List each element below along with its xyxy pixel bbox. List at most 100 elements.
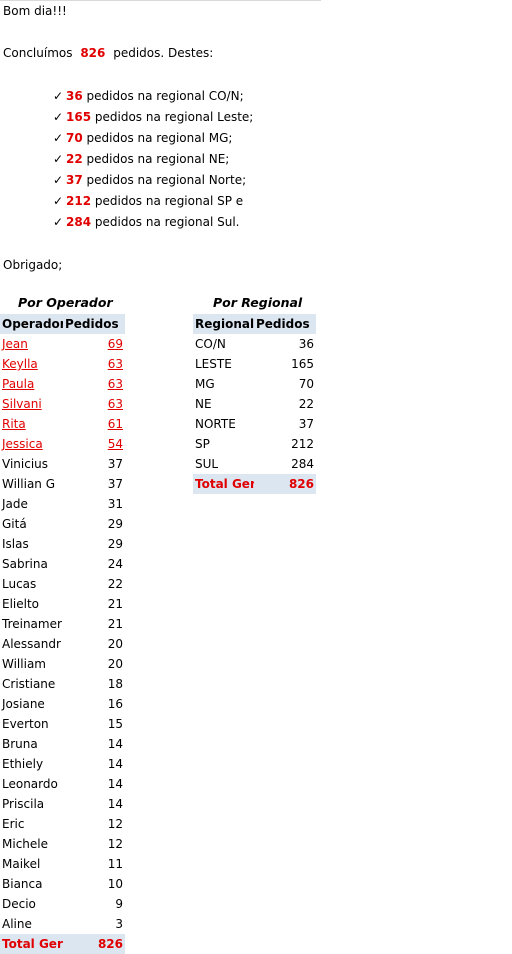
operator-value-cell[interactable]: 31 bbox=[107, 497, 123, 511]
table-row: Cristiane 18 bbox=[0, 674, 125, 694]
operator-name-cell[interactable]: Alessandr bbox=[2, 637, 61, 651]
operator-value-cell[interactable]: 24 bbox=[107, 557, 123, 571]
table-row: Islas 29 bbox=[0, 534, 125, 554]
operator-value-cell[interactable]: 54 bbox=[107, 437, 123, 451]
regional-value-cell[interactable]: 22 bbox=[298, 397, 314, 411]
operator-value-cell[interactable]: 16 bbox=[107, 697, 123, 711]
regional-value-cell[interactable]: 284 bbox=[291, 457, 314, 471]
operator-value-cell[interactable]: 37 bbox=[107, 477, 123, 491]
operator-name-cell[interactable]: Bianca bbox=[2, 877, 43, 891]
operator-name-cell[interactable]: Everton bbox=[2, 717, 49, 731]
operator-value-cell[interactable]: 22 bbox=[107, 577, 123, 591]
top-border bbox=[0, 0, 321, 1]
operator-value-cell[interactable]: 10 bbox=[107, 877, 123, 891]
bullet-value: 165 bbox=[66, 110, 92, 124]
operator-value-cell[interactable]: 3 bbox=[115, 917, 123, 931]
operator-total-label[interactable]: Total Gera bbox=[0, 934, 63, 954]
operator-value-cell[interactable]: 29 bbox=[107, 537, 123, 551]
bullet-text: pedidos na regional Norte; bbox=[86, 173, 247, 187]
operator-value-cell[interactable]: 20 bbox=[107, 657, 123, 671]
operator-value-cell[interactable]: 63 bbox=[107, 377, 123, 391]
operator-name-cell[interactable]: Priscila bbox=[2, 797, 45, 811]
operator-value-cell[interactable]: 21 bbox=[107, 617, 123, 631]
table-row: Leonardo 14 bbox=[0, 774, 125, 794]
regional-name-cell[interactable]: NE bbox=[195, 397, 212, 411]
operator-name-cell[interactable]: Gitá bbox=[2, 517, 27, 531]
operator-name-cell[interactable]: Silvani bbox=[2, 397, 42, 411]
operator-value-cell[interactable]: 14 bbox=[107, 737, 123, 751]
operator-name-cell[interactable]: Keylla bbox=[2, 357, 38, 371]
bullet-item: ✓ 165 pedidos na regional Leste; bbox=[53, 107, 253, 128]
operator-value-cell[interactable]: 29 bbox=[107, 517, 123, 531]
regional-name-cell[interactable]: MG bbox=[195, 377, 215, 391]
operator-name-cell[interactable]: Michele bbox=[2, 837, 48, 851]
operator-name-cell[interactable]: Rita bbox=[2, 417, 26, 431]
operator-name-cell[interactable]: Paula bbox=[2, 377, 35, 391]
regional-header-name[interactable]: Regional bbox=[193, 314, 254, 334]
table-row: SP 212 bbox=[193, 434, 316, 454]
operator-value-cell[interactable]: 14 bbox=[107, 797, 123, 811]
table-row: Priscila 14 bbox=[0, 794, 125, 814]
operator-name-cell[interactable]: William bbox=[2, 657, 46, 671]
regional-name-cell[interactable]: CO/N bbox=[195, 337, 226, 351]
table-row: Everton 15 bbox=[0, 714, 125, 734]
operator-name-cell[interactable]: Jade bbox=[2, 497, 28, 511]
operator-name-cell[interactable]: Aline bbox=[2, 917, 32, 931]
operator-value-cell[interactable]: 37 bbox=[107, 457, 123, 471]
bullet-value: 22 bbox=[66, 152, 83, 166]
operator-name-cell[interactable]: Treinamer bbox=[2, 617, 62, 631]
regional-total-value[interactable]: 826 bbox=[254, 474, 316, 494]
table-row: Ethiely 14 bbox=[0, 754, 125, 774]
operator-name-cell[interactable]: Josiane bbox=[2, 697, 45, 711]
operator-value-cell[interactable]: 63 bbox=[107, 357, 123, 371]
operator-name-cell[interactable]: Willian G bbox=[2, 477, 56, 491]
operator-name-cell[interactable]: Islas bbox=[2, 537, 29, 551]
operator-value-cell[interactable]: 61 bbox=[107, 417, 123, 431]
operator-value-cell[interactable]: 69 bbox=[107, 337, 123, 351]
operator-value-cell[interactable]: 14 bbox=[107, 757, 123, 771]
bullet-text: pedidos na regional Sul. bbox=[94, 215, 240, 229]
regional-total-label[interactable]: Total Gera bbox=[193, 474, 254, 494]
regional-value-cell[interactable]: 70 bbox=[298, 377, 314, 391]
operator-name-cell[interactable]: Cristiane bbox=[2, 677, 56, 691]
regional-value-cell[interactable]: 165 bbox=[291, 357, 314, 371]
operator-value-cell[interactable]: 12 bbox=[107, 837, 123, 851]
bullet-text: pedidos na regional NE; bbox=[86, 152, 230, 166]
operator-value-cell[interactable]: 63 bbox=[107, 397, 123, 411]
operator-header-value[interactable]: Pedidos bbox=[63, 314, 125, 334]
operator-value-cell[interactable]: 9 bbox=[115, 897, 123, 911]
regional-header-value[interactable]: Pedidos bbox=[254, 314, 316, 334]
regional-name-cell[interactable]: NORTE bbox=[195, 417, 236, 431]
regional-value-cell[interactable]: 37 bbox=[298, 417, 314, 431]
operator-name-cell[interactable]: Vinicius bbox=[2, 457, 49, 471]
operator-total-row: Total Gera826 bbox=[0, 934, 125, 954]
table-row: Gitá 29 bbox=[0, 514, 125, 534]
operator-value-cell[interactable]: 20 bbox=[107, 637, 123, 651]
operator-name-cell[interactable]: Jean bbox=[2, 337, 28, 351]
regional-name-cell[interactable]: SP bbox=[195, 437, 210, 451]
operator-name-cell[interactable]: Maikel bbox=[2, 857, 41, 871]
operator-value-cell[interactable]: 15 bbox=[107, 717, 123, 731]
operator-name-cell[interactable]: Ethiely bbox=[2, 757, 44, 771]
operator-value-cell[interactable]: 21 bbox=[107, 597, 123, 611]
operator-name-cell[interactable]: Decio bbox=[2, 897, 36, 911]
operator-value-cell[interactable]: 12 bbox=[107, 817, 123, 831]
operator-total-value[interactable]: 826 bbox=[63, 934, 125, 954]
regional-name-cell[interactable]: SUL bbox=[195, 457, 219, 471]
bullet-item: ✓ 22 pedidos na regional NE; bbox=[53, 149, 253, 170]
operator-name-cell[interactable]: Jessica bbox=[2, 437, 43, 451]
operator-name-cell[interactable]: Eric bbox=[2, 817, 25, 831]
operator-value-cell[interactable]: 11 bbox=[107, 857, 123, 871]
operator-name-cell[interactable]: Bruna bbox=[2, 737, 38, 751]
operator-name-cell[interactable]: Lucas bbox=[2, 577, 37, 591]
operator-value-cell[interactable]: 18 bbox=[107, 677, 123, 691]
operator-name-cell[interactable]: Sabrina bbox=[2, 557, 48, 571]
regional-value-cell[interactable]: 212 bbox=[291, 437, 314, 451]
operator-header-name[interactable]: Operador bbox=[0, 314, 63, 334]
bullet-value: 37 bbox=[66, 173, 83, 187]
regional-name-cell[interactable]: LESTE bbox=[195, 357, 232, 371]
operator-name-cell[interactable]: Leonardo bbox=[2, 777, 58, 791]
operator-value-cell[interactable]: 14 bbox=[107, 777, 123, 791]
regional-value-cell[interactable]: 36 bbox=[298, 337, 314, 351]
operator-name-cell[interactable]: Elielto bbox=[2, 597, 40, 611]
